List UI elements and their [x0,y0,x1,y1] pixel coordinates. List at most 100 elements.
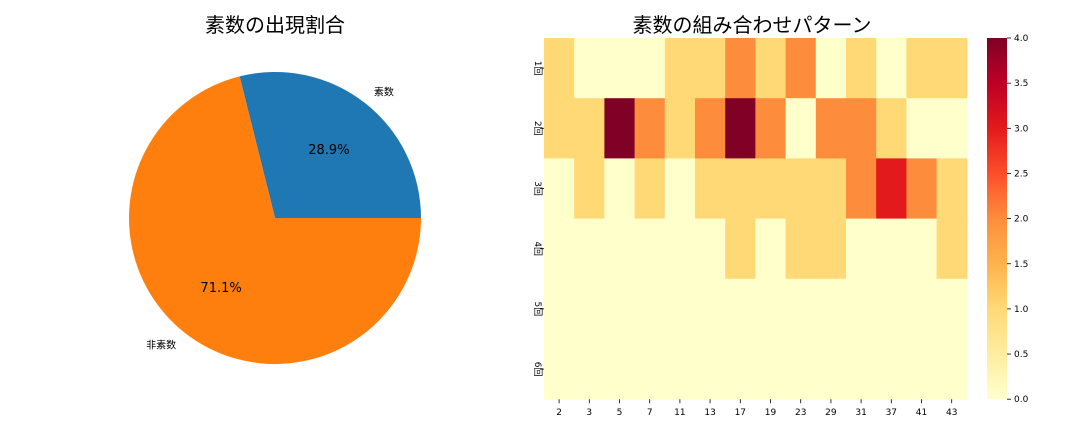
heatmap-cell [664,278,696,340]
heatmap-cell [604,218,636,280]
pie-slice [239,72,421,219]
colorbar-tick-label: 1.5 [1014,260,1028,270]
heatmap-cell [604,158,636,220]
heatmap-cell [544,158,575,220]
heatmap-cell [906,98,938,159]
y-tick-label: 4回 [532,241,543,256]
heatmap-cell [876,218,907,280]
colorbar-tick-label: 2.5 [1014,169,1028,179]
colorbar-tick-label: 3.5 [1014,79,1028,89]
heatmap-cell [876,38,907,99]
heatmap-cells [544,38,968,400]
x-tick-label: 11 [674,408,685,418]
pie-slices [128,72,421,365]
colorbar [987,38,1007,400]
heatmap-cell [695,158,726,220]
heatmap-cell [755,278,787,340]
heatmap-cell [815,218,847,280]
heatmap-cell [634,278,666,340]
heatmap-cell [936,278,968,340]
x-tick-label: 23 [795,408,806,418]
y-tick-label: 1回 [532,61,543,76]
heatmap-cell [574,278,605,340]
colorbar-tick-label: 1.0 [1014,305,1029,315]
heatmap-cell [695,218,726,280]
x-tick-label: 37 [886,408,897,418]
heatmap-cell [785,158,817,220]
heatmap-cell [876,278,907,340]
x-tick-label: 17 [735,408,746,418]
heatmap-cell [876,98,907,159]
y-tick-label: 3回 [532,181,543,196]
x-tick-label: 7 [647,408,653,418]
heatmap-cell [936,38,968,99]
heatmap-title: 素数の組み合わせパターン [633,13,872,37]
heatmap-cell [664,218,696,280]
heatmap-cell [544,218,575,280]
heatmap-cell [785,38,817,99]
pie-labels: 28.9% 素数 71.1% 非素数 [146,85,394,351]
heatmap-cell [574,218,605,280]
x-tick-label: 13 [704,408,715,418]
heatmap-cell [846,339,877,400]
heatmap-cell [755,38,787,99]
heatmap-cell [725,339,756,400]
heatmap-cell [755,339,787,400]
heatmap-cell [785,339,817,400]
heatmap-y-ticks: 1回 2回 3回 4回 5回 6回 [532,61,544,376]
colorbar-tick-label: 2.0 [1014,215,1029,225]
heatmap-cell [785,278,817,340]
heatmap-cell [664,98,696,159]
heatmap-cell [846,98,877,159]
x-tick-label: 3 [586,408,592,418]
pie-title: 素数の出現割合 [205,13,345,37]
heatmap-cell [604,98,636,159]
heatmap-cell [906,339,938,400]
colorbar-tick-label: 0.5 [1014,350,1028,360]
x-tick-label: 5 [617,408,623,418]
heatmap-cell [755,158,787,220]
heatmap-cell [604,339,636,400]
heatmap-cell [936,158,968,220]
heatmap-cell [664,158,696,220]
heatmap-cell [695,339,726,400]
heatmap-cell [785,98,817,159]
pie-slice [128,76,421,365]
x-tick-label: 41 [916,408,927,418]
pie-category-label: 素数 [374,85,394,98]
heatmap-cell [544,278,575,340]
colorbar-ticks: 0.0 0.5 1.0 1.5 2.0 2.5 3.0 3.5 4.0 [1007,34,1029,405]
heatmap-cell [574,339,605,400]
heatmap-cell [634,158,666,220]
heatmap-cell [846,278,877,340]
heatmap-cell [634,339,666,400]
colorbar-tick-label: 4.0 [1014,34,1029,44]
heatmap-cell [815,38,847,99]
heatmap-cell [815,339,847,400]
heatmap-cell [846,38,877,99]
heatmap-cell [725,278,756,340]
heatmap-cell [634,38,666,99]
heatmap-cell [876,339,907,400]
heatmap-cell [755,218,787,280]
heatmap-cell [815,278,847,340]
heatmap-cell [725,158,756,220]
heatmap-cell [876,158,907,220]
heatmap-cell [695,98,726,159]
heatmap-cell [574,98,605,159]
heatmap-cell [574,158,605,220]
heatmap-cell [695,38,726,99]
pie-percent-label: 71.1% [200,281,241,296]
heatmap-cell [906,38,938,99]
colorbar-tick-label: 0.0 [1014,395,1029,405]
pie-category-label: 非素数 [146,339,176,352]
heatmap-cell [574,38,605,99]
pie-percent-label: 28.9% [308,143,349,158]
heatmap-cell [815,158,847,220]
heatmap-cell [815,98,847,159]
heatmap-cell [725,218,756,280]
heatmap-cell [604,38,636,99]
x-tick-label: 29 [825,408,837,418]
heatmap-cell [664,339,696,400]
